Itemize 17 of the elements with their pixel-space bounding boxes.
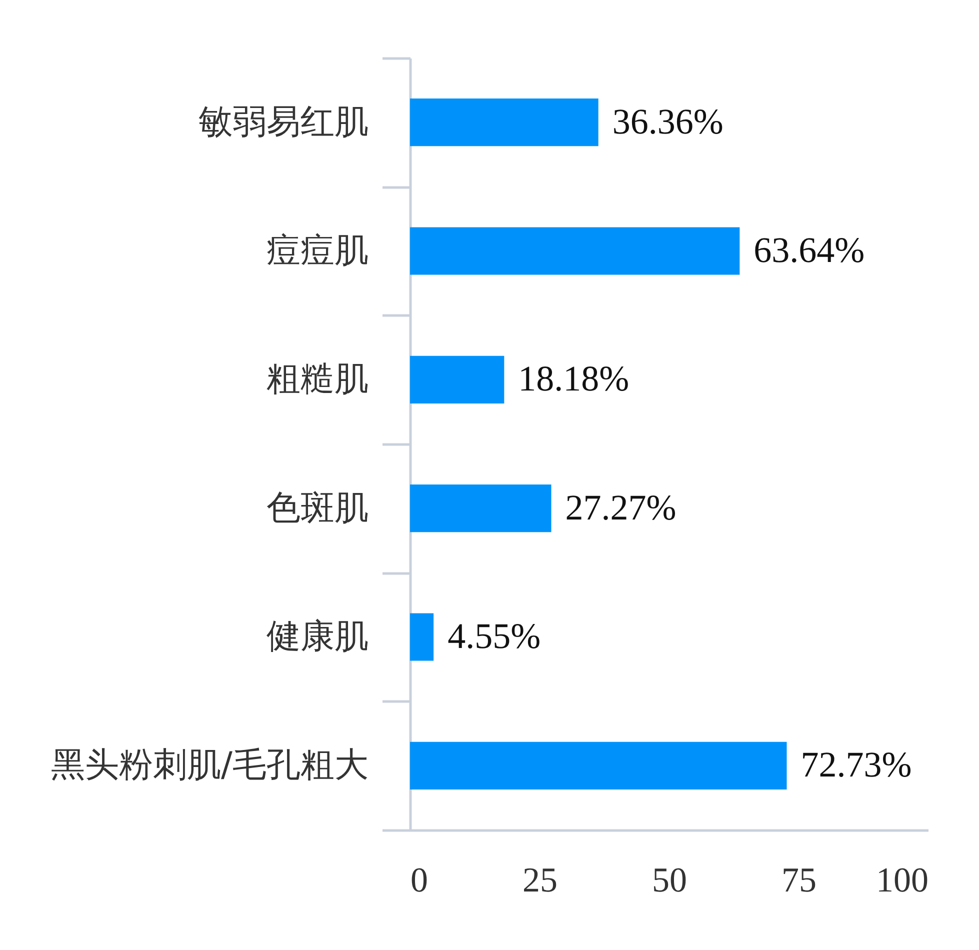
x-tick-label: 75 — [782, 860, 816, 900]
y-tick-label: 敏弱易红肌 — [198, 102, 368, 142]
x-tick-label: 25 — [522, 860, 558, 900]
data-label: 27.27% — [565, 487, 676, 528]
data-label: 4.55% — [448, 616, 541, 656]
x-tick-label: 100 — [876, 860, 928, 900]
x-tick-label: 0 — [410, 860, 428, 900]
y-tick-label: 粗糙肌 — [266, 359, 368, 400]
y-tick-label: 健康肌 — [266, 616, 368, 656]
y-tick-label: 黑头粉刺肌/毛孔粗大 — [51, 745, 368, 786]
data-label: 36.36% — [612, 101, 724, 142]
y-tick-label: 痘痘肌 — [266, 230, 368, 270]
data-label: 18.18% — [518, 358, 630, 399]
data-label: 63.64% — [754, 230, 865, 270]
y-tick-label: 色斑肌 — [266, 488, 368, 528]
data-label: 72.73% — [800, 744, 912, 785]
x-tick-label: 50 — [652, 860, 687, 900]
